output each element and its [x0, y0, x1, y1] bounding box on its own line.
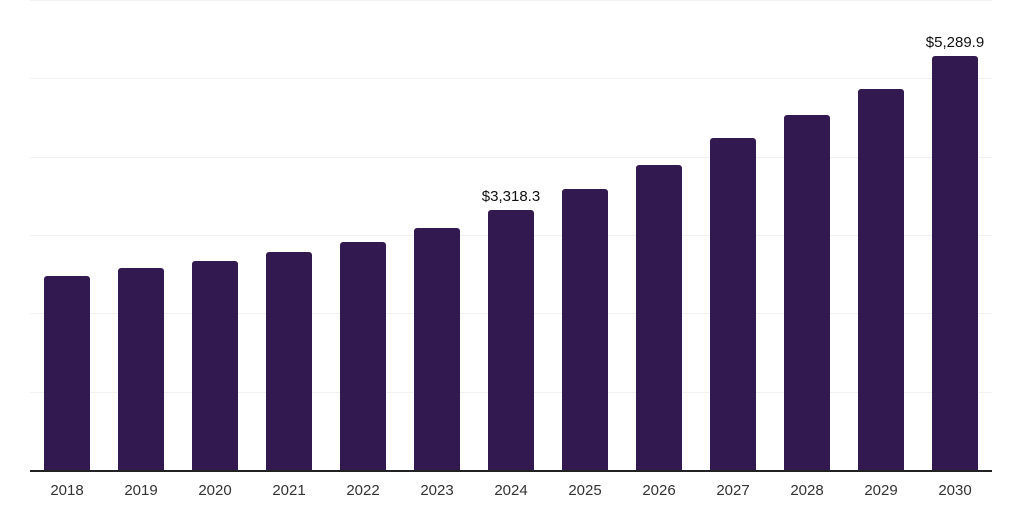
x-tick-label: 2028: [790, 482, 824, 499]
bars-row: $3,318.3 $5,289.9: [30, 0, 992, 470]
gridline: [30, 78, 992, 80]
bar-2019: [118, 268, 164, 470]
bar-group-2023: [400, 0, 474, 470]
bar-value-label: $3,318.3: [481, 188, 541, 206]
x-tick-label: 2029: [864, 482, 898, 499]
x-tick-label: 2023: [420, 482, 454, 499]
bar-2025: [562, 189, 608, 470]
bar-group-2026: [622, 0, 696, 470]
bar-value-label: $5,289.9: [925, 33, 985, 51]
x-tick-label: 2027: [716, 482, 750, 499]
bar-2020: [192, 261, 238, 470]
x-tick-label: 2021: [272, 482, 306, 499]
bar-2024: [488, 210, 534, 470]
x-tick-label: 2019: [124, 482, 158, 499]
bar-2030: [932, 55, 978, 470]
bar-group-2019: [104, 0, 178, 470]
x-tick-label: 2030: [938, 482, 972, 499]
bar-group-2018: [30, 0, 104, 470]
bar-group-2021: [252, 0, 326, 470]
x-tick-label: 2018: [50, 482, 84, 499]
bar-2029: [858, 89, 904, 470]
bar-group-2024: $3,318.3: [474, 0, 548, 470]
gridline: [30, 0, 992, 1]
x-tick-label: 2020: [198, 482, 232, 499]
bar-group-2025: [548, 0, 622, 470]
bar-2026: [636, 164, 682, 470]
bar-2018: [44, 276, 90, 470]
bar-group-2029: [844, 0, 918, 470]
bar-group-2030: $5,289.9: [918, 0, 992, 470]
bar-2022: [340, 241, 386, 470]
bar-2021: [266, 252, 312, 470]
bar-group-2027: [696, 0, 770, 470]
x-tick-label: 2024: [494, 482, 528, 499]
bar-2028: [784, 115, 830, 470]
gridline: [30, 156, 992, 158]
x-tick-label: 2022: [346, 482, 380, 499]
x-tick-label: 2025: [568, 482, 602, 499]
bar-group-2028: [770, 0, 844, 470]
x-axis-labels: 2018 2019 2020 2021 2022 2023 2024 2025 2026 2027…: [30, 472, 992, 498]
bar-2023: [414, 228, 460, 470]
x-tick-label: 2026: [642, 482, 676, 499]
bar-group-2022: [326, 0, 400, 470]
bar-2027: [710, 138, 756, 470]
bar-group-2020: [178, 0, 252, 470]
plot-area: $3,318.3 $5,289.9: [30, 0, 992, 472]
